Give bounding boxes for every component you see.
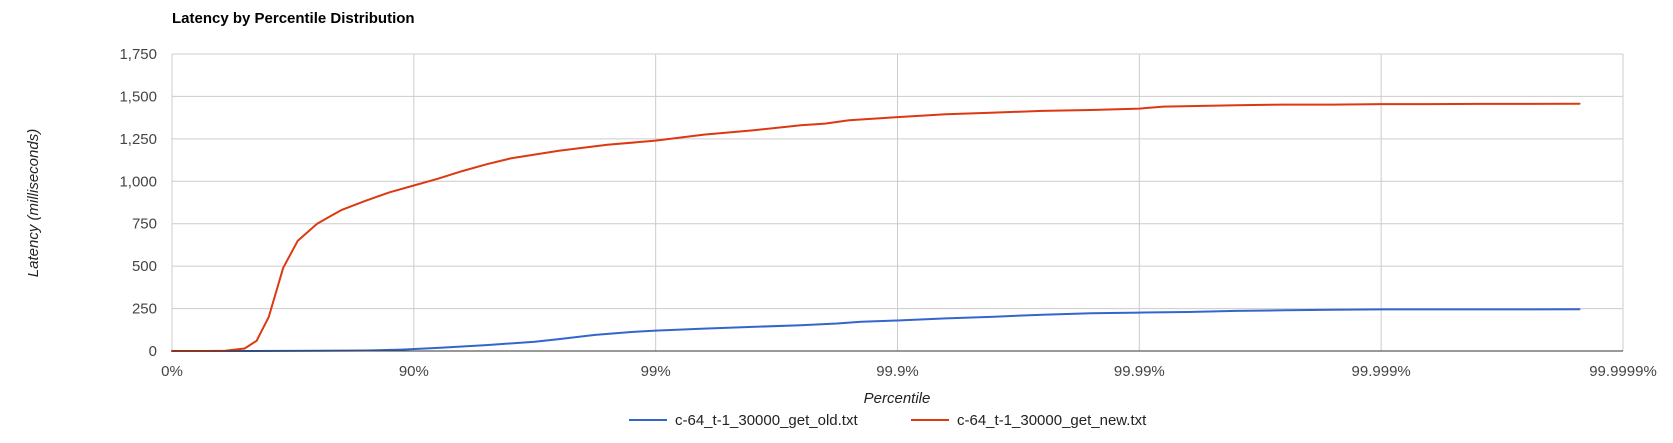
x-tick-label-0: 0% bbox=[161, 363, 183, 380]
axis-layer: 0 250 500 750 1,000 1,250 1,500 1,750 0% 90% 99% 99… bbox=[119, 46, 1656, 380]
chart-title: Latency by Percentile Distribution bbox=[172, 10, 415, 27]
legend-label-2: c-64_t-1_30000_get_new.txt bbox=[957, 412, 1147, 429]
y-tick-label-3: 750 bbox=[132, 216, 157, 233]
y-tick-label-6: 1,500 bbox=[119, 88, 157, 105]
y-axis-title: Latency (milliseconds) bbox=[25, 129, 42, 277]
grid-layer bbox=[171, 53, 1624, 351]
legend-label-1: c-64_t-1_30000_get_old.txt bbox=[675, 412, 858, 429]
series-line-1 bbox=[171, 308, 1581, 352]
y-tick-label-2: 500 bbox=[132, 258, 157, 275]
x-tick-label-1: 90% bbox=[399, 363, 429, 380]
series-line-2 bbox=[171, 102, 1581, 352]
x-tick-label-3: 99.9% bbox=[876, 363, 919, 380]
y-tick-label-7: 1,750 bbox=[119, 46, 157, 63]
y-tick-label-5: 1,250 bbox=[119, 131, 157, 148]
y-tick-label-1: 250 bbox=[132, 301, 157, 318]
legend: c-64_t-1_30000_get_old.txt c-64_t-1_30000… bbox=[629, 412, 1147, 429]
x-tick-label-2: 99% bbox=[641, 363, 671, 380]
series-layer bbox=[171, 102, 1581, 352]
x-axis-title: Percentile bbox=[864, 390, 931, 407]
y-tick-label-4: 1,000 bbox=[119, 173, 157, 190]
x-tick-label-4: 99.99% bbox=[1114, 363, 1165, 380]
x-tick-label-5: 99.999% bbox=[1352, 363, 1411, 380]
x-tick-label-6: 99.9999% bbox=[1589, 363, 1657, 380]
y-tick-label-0: 0 bbox=[149, 343, 157, 360]
